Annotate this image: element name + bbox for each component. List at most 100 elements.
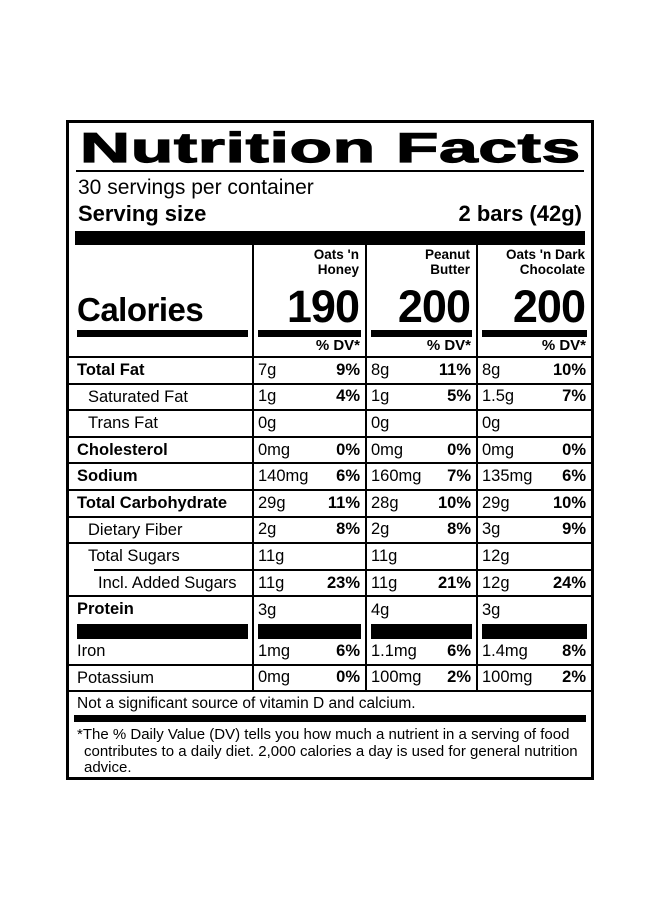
daily-value-percent: 8% — [336, 520, 360, 539]
nutrient-value-cell: 3g — [476, 597, 591, 624]
nutrient-value-cell: 1g 4% — [252, 384, 365, 412]
bar-segment — [365, 623, 476, 639]
amount: 8g — [482, 360, 501, 379]
amount: 11g — [371, 573, 398, 592]
amount: 29g — [258, 493, 286, 512]
amount: 12g — [482, 573, 510, 592]
nutrient-value-cell: 3g — [252, 597, 365, 624]
calories-value: 200 — [512, 281, 586, 332]
variant-name: Oats 'n Dark Chocolate — [506, 247, 585, 277]
daily-value-percent: 0% — [336, 668, 360, 687]
nutrient-name: Saturated Fat — [69, 385, 252, 412]
nutrient-value-cell: 1.5g 7% — [476, 384, 591, 412]
nutrient-value-cell: 135mg 6% — [476, 464, 591, 491]
amount: 11g — [371, 546, 398, 565]
amount: 1g — [258, 387, 277, 406]
dv-header: % DV* — [476, 337, 591, 358]
amount: 0mg — [482, 440, 515, 459]
dv-header-spacer — [69, 337, 252, 358]
panel-title-wrap: Nutrition Facts — [79, 126, 581, 169]
nutrient-rows: Total Fat 7g 9% 8g 11% 8g 10% Saturated Fat 1g 4%… — [69, 358, 591, 624]
column-oats-n-dark-chocolate: Oats 'n Dark Chocolate 200 — [476, 245, 591, 337]
daily-value-percent: 0% — [336, 440, 360, 459]
nutrient-name: Cholesterol — [69, 438, 252, 465]
daily-value-percent: 10% — [437, 493, 471, 512]
daily-value-percent: 2% — [447, 668, 471, 687]
amount: 8g — [371, 360, 390, 379]
nutrient-value-cell: 28g 10% — [365, 490, 476, 518]
column-oats-n-honey: Oats 'n Honey 190 — [252, 245, 365, 337]
amount: 0mg — [258, 668, 291, 687]
amount: 1g — [371, 387, 390, 406]
amount: 0mg — [371, 440, 404, 459]
amount: 100mg — [482, 668, 533, 687]
amount: 28g — [371, 493, 399, 512]
dv-header: % DV* — [252, 337, 365, 358]
calories-underline-bar — [258, 330, 361, 337]
percent-dv-header-row: % DV* % DV* % DV* — [69, 337, 591, 358]
daily-value-percent: 5% — [447, 387, 471, 406]
nutrient-value-cell: 100mg 2% — [365, 665, 476, 693]
amount: 160mg — [371, 467, 422, 486]
thick-separator-bar-bottom — [74, 715, 586, 723]
daily-value-percent: 2% — [562, 668, 586, 687]
nutrient-value-cell: 29g 11% — [252, 490, 365, 518]
nutrient-value-cell: 11g 21% — [365, 570, 476, 598]
nutrient-value-cell: 11g 23% — [252, 570, 365, 598]
calories-value: 200 — [397, 281, 471, 332]
calories-cell: Calories — [69, 245, 252, 337]
nutrient-name: Trans Fat — [69, 411, 252, 438]
nutrient-name: Iron — [69, 639, 252, 666]
amount: 11g — [258, 546, 285, 565]
nutrient-row: Dietary Fiber 2g 8% 2g 8% 3g 9% — [69, 517, 591, 545]
serving-size-row: Serving size 2 bars (42g) — [78, 200, 582, 227]
nutrient-value-cell: 0mg 0% — [476, 437, 591, 465]
amount: 1mg — [258, 641, 291, 660]
daily-value-percent: 8% — [447, 520, 471, 539]
column-peanut-butter: Peanut Butter 200 — [365, 245, 476, 337]
daily-value-percent: 7% — [447, 467, 471, 486]
nutrient-row: Total Fat 7g 9% 8g 11% 8g 10% — [69, 358, 591, 385]
thick-separator-bar-mid — [69, 623, 591, 639]
bar-segment — [69, 623, 252, 639]
nutrient-value-cell: 11g — [252, 544, 365, 571]
amount: 11g — [258, 573, 285, 592]
nutrient-row: Protein 3g 4g 3g — [69, 597, 591, 624]
amount: 4g — [371, 601, 390, 620]
amount: 3g — [258, 601, 277, 620]
title-rule — [76, 170, 584, 172]
nutrient-value-cell: 1.4mg 8% — [476, 638, 591, 666]
nutrient-value-cell: 1.1mg 6% — [365, 638, 476, 666]
dv-header: % DV* — [365, 337, 476, 358]
nutrient-row: Total Carbohydrate 29g 11% 28g 10% 29g 10% — [69, 490, 591, 518]
serving-size-label: Serving size — [78, 201, 207, 226]
nutrient-value-cell: 100mg 2% — [476, 665, 591, 693]
daily-value-percent: 9% — [562, 520, 586, 539]
nutrient-row: Incl. Added Sugars 11g 23% 11g 21% 12g 24% — [69, 570, 591, 598]
daily-value-percent: 0% — [562, 440, 586, 459]
nutrient-value-cell: 0g — [365, 411, 476, 438]
nutrient-row: Saturated Fat 1g 4% 1g 5% 1.5g 7% — [69, 384, 591, 412]
nutrient-value-cell: 0mg 0% — [252, 437, 365, 465]
amount: 0mg — [258, 440, 291, 459]
daily-value-percent: 24% — [552, 573, 586, 592]
bar-segment — [476, 623, 591, 639]
daily-value-percent: 6% — [447, 641, 471, 660]
daily-value-percent: 23% — [326, 573, 360, 592]
amount: 1.5g — [482, 387, 515, 406]
amount: 12g — [482, 546, 510, 565]
servings-per-container: 30 servings per container — [78, 176, 314, 199]
daily-value-percent: 11% — [327, 493, 360, 512]
nutrient-row: Iron 1mg 6% 1.1mg 6% 1.4mg 8% — [69, 638, 591, 666]
calories-underline-bar — [77, 330, 248, 337]
nutrient-name: Sodium — [69, 464, 252, 491]
nutrient-value-cell: 29g 10% — [476, 490, 591, 518]
nutrient-value-cell: 160mg 7% — [365, 464, 476, 491]
amount: 0g — [482, 413, 501, 432]
nutrient-value-cell: 140mg 6% — [252, 464, 365, 491]
nutrient-row: Sodium 140mg 6% 160mg 7% 135mg 6% — [69, 464, 591, 491]
amount: 135mg — [482, 467, 533, 486]
not-significant-note: Not a significant source of vitamin D an… — [77, 695, 416, 713]
nutrient-value-cell: 12g 24% — [476, 570, 591, 598]
